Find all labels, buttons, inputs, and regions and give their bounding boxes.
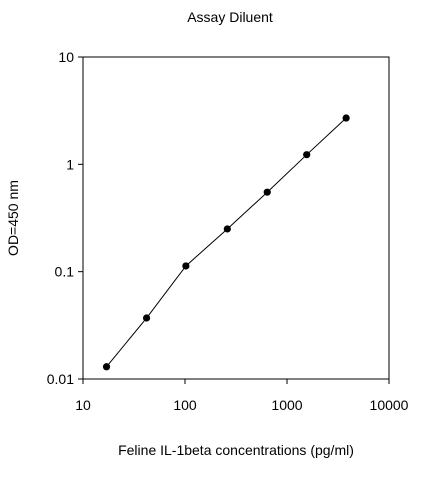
- data-point: [263, 188, 271, 196]
- y-tick-label: 1: [66, 156, 74, 172]
- y-tick-label: 0.01: [47, 371, 74, 387]
- data-point: [342, 114, 350, 122]
- data-point: [142, 314, 151, 322]
- y-tick-label: 10: [58, 49, 74, 65]
- y-axis: 0.01 0.1 1 10: [47, 49, 83, 387]
- plot-area: [82, 56, 390, 380]
- data-point: [223, 225, 231, 233]
- x-tick-label: 1000: [271, 397, 302, 413]
- data-points: [102, 114, 350, 371]
- x-tick-label: 100: [173, 397, 197, 413]
- x-axis: 10 100 1000 10000: [75, 379, 409, 413]
- data-point: [303, 151, 311, 159]
- y-tick-label: 0.1: [55, 264, 75, 280]
- chart-title: Assay Diluent: [187, 9, 273, 25]
- data-point: [102, 363, 111, 371]
- x-axis-label: Feline IL-1beta concentrations (pg/ml): [118, 442, 354, 458]
- y-axis-label: OD=450 nm: [5, 180, 21, 256]
- x-tick-label: 10: [75, 397, 91, 413]
- x-tick-label: 10000: [370, 397, 409, 413]
- data-point: [182, 262, 190, 270]
